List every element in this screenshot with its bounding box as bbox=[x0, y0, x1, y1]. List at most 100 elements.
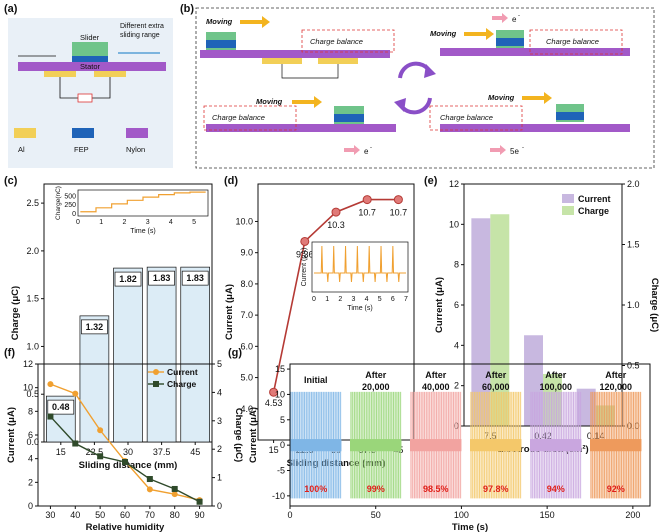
moving-arrow-icon bbox=[240, 16, 270, 28]
legend-swatch bbox=[562, 194, 574, 203]
stator-electrode-left bbox=[44, 71, 76, 77]
segment-label: After bbox=[545, 370, 566, 380]
legend-marker bbox=[153, 381, 159, 387]
bar-value-label: 1.32 bbox=[86, 322, 104, 332]
segment-percent: 94% bbox=[547, 484, 565, 494]
x-tick-label: 60 bbox=[120, 510, 130, 520]
x-tick-label: 0 bbox=[287, 510, 292, 520]
y-tick-label: 9.0 bbox=[240, 248, 253, 258]
stator-electrode-right bbox=[94, 71, 126, 77]
inset-x-tick-label: 5 bbox=[192, 219, 196, 226]
chart-e: 7.50.420.140246810120.00.51.01.52.0Curre… bbox=[434, 179, 660, 455]
svg-text:Charge balance: Charge balance bbox=[546, 37, 599, 46]
segment-percent: 99% bbox=[367, 484, 385, 494]
x-tick-label: 200 bbox=[625, 510, 640, 520]
x-tick-label: 30 bbox=[45, 510, 55, 520]
segment-baseline bbox=[290, 439, 342, 452]
inset-x-tick-label: 7 bbox=[404, 296, 408, 303]
extra-range-label-2: sliding range bbox=[120, 32, 160, 39]
y2-tick-label: 3 bbox=[217, 416, 222, 426]
svg-text:Charge balance: Charge balance bbox=[212, 113, 265, 122]
y-axis-label: Current (μA) bbox=[434, 277, 445, 333]
svg-text:e: e bbox=[364, 147, 369, 156]
inset-y-tick-label: 250 bbox=[64, 202, 76, 209]
inset-x-tick-label: 0 bbox=[76, 219, 80, 226]
y2-tick-label: 1 bbox=[217, 473, 222, 483]
x-tick-label: 50 bbox=[371, 510, 381, 520]
segment-label: After bbox=[605, 370, 626, 380]
svg-text:Moving: Moving bbox=[488, 93, 515, 102]
legend-label: Charge bbox=[578, 206, 609, 216]
segment-baseline bbox=[350, 439, 402, 452]
point-charge bbox=[146, 476, 153, 483]
inset-charge-line bbox=[80, 191, 206, 213]
point-charge bbox=[72, 440, 79, 447]
value-label-box bbox=[148, 270, 175, 286]
bar bbox=[113, 267, 143, 443]
segment-percent: 92% bbox=[607, 484, 625, 494]
stage-top-left: Moving Charge balance bbox=[200, 16, 395, 79]
bar bbox=[146, 266, 177, 443]
point-charge bbox=[171, 485, 178, 492]
value-label-box bbox=[47, 399, 75, 415]
legend-label: Charge bbox=[167, 379, 197, 389]
x-tick-label: 40 bbox=[70, 510, 80, 520]
svg-text:-: - bbox=[518, 13, 520, 19]
data-value-label: 10.3 bbox=[327, 220, 345, 230]
slider-body bbox=[72, 42, 108, 56]
y-tick-label: 6 bbox=[454, 300, 459, 310]
y-tick-label: 6.0 bbox=[240, 341, 253, 351]
segment-label: 40,000 bbox=[422, 382, 450, 392]
data-point bbox=[331, 207, 341, 217]
panel-c-label: (c) bbox=[4, 175, 18, 187]
data-value-label: 10.7 bbox=[390, 208, 408, 218]
y-axis-label: Charge (μC) bbox=[10, 286, 21, 340]
y-tick-label: 1.0 bbox=[26, 341, 39, 351]
y-axis-label: Current (μA) bbox=[6, 407, 17, 463]
y-tick-label: 10.0 bbox=[235, 216, 253, 226]
y-tick-label: 1.5 bbox=[26, 294, 39, 304]
inset-x-tick-label: 4 bbox=[365, 296, 369, 303]
x-tick-label: 150 bbox=[540, 510, 555, 520]
legend-label: Current bbox=[578, 194, 611, 204]
y-tick-label: 8.0 bbox=[240, 279, 253, 289]
y-tick-label: 2.5 bbox=[26, 198, 39, 208]
x-axis-label: Relative humidity bbox=[86, 522, 165, 532]
x-tick-label: 90 bbox=[195, 510, 205, 520]
svg-text:Moving: Moving bbox=[256, 97, 283, 106]
panel-d-label: (d) bbox=[224, 175, 238, 187]
legend-fep-label: FEP bbox=[74, 145, 89, 154]
inset-y-tick-label: 500 bbox=[64, 193, 76, 200]
inset-x-label: Time (s) bbox=[130, 228, 155, 235]
panel-a-label: (a) bbox=[4, 3, 18, 15]
inset-x-tick-label: 2 bbox=[122, 219, 126, 226]
y2-tick-label: 2 bbox=[217, 444, 222, 454]
svg-text:-: - bbox=[370, 145, 372, 151]
panel-f-label: (f) bbox=[4, 347, 15, 359]
data-point bbox=[269, 387, 279, 397]
y2-tick-label: 2.0 bbox=[627, 179, 640, 189]
point-current bbox=[97, 427, 104, 434]
legend-nylon-label: Nylon bbox=[126, 145, 145, 154]
y-axis-label: Current (μA) bbox=[224, 284, 235, 340]
inset-x-tick-label: 1 bbox=[325, 296, 329, 303]
inset-x-tick-label: 3 bbox=[351, 296, 355, 303]
y2-tick-label: 0 bbox=[217, 501, 222, 511]
y-tick-label: 10 bbox=[23, 383, 33, 393]
point-current bbox=[47, 381, 54, 388]
svg-text:-: - bbox=[522, 145, 524, 151]
segment-label: 120,000 bbox=[599, 382, 632, 392]
segment-label: 60,000 bbox=[482, 382, 510, 392]
inset-x-tick-label: 4 bbox=[169, 219, 173, 226]
stage-bottom-left: Moving Charge balance e - bbox=[203, 96, 396, 156]
x-tick-label: 37.5 bbox=[153, 447, 171, 457]
y-tick-label: 4.0 bbox=[240, 404, 253, 414]
y-tick-label: 2 bbox=[454, 381, 459, 391]
legend-label: Current bbox=[167, 367, 198, 377]
data-point bbox=[393, 195, 403, 205]
y2-tick-label: 5 bbox=[217, 359, 222, 369]
legend-fep-swatch bbox=[72, 128, 94, 138]
chart-c: 0.00.51.01.52.02.50.48151.3222.51.82301.… bbox=[10, 183, 213, 471]
data-value-label: 9.36 bbox=[296, 249, 314, 259]
value-label-box bbox=[181, 270, 209, 286]
